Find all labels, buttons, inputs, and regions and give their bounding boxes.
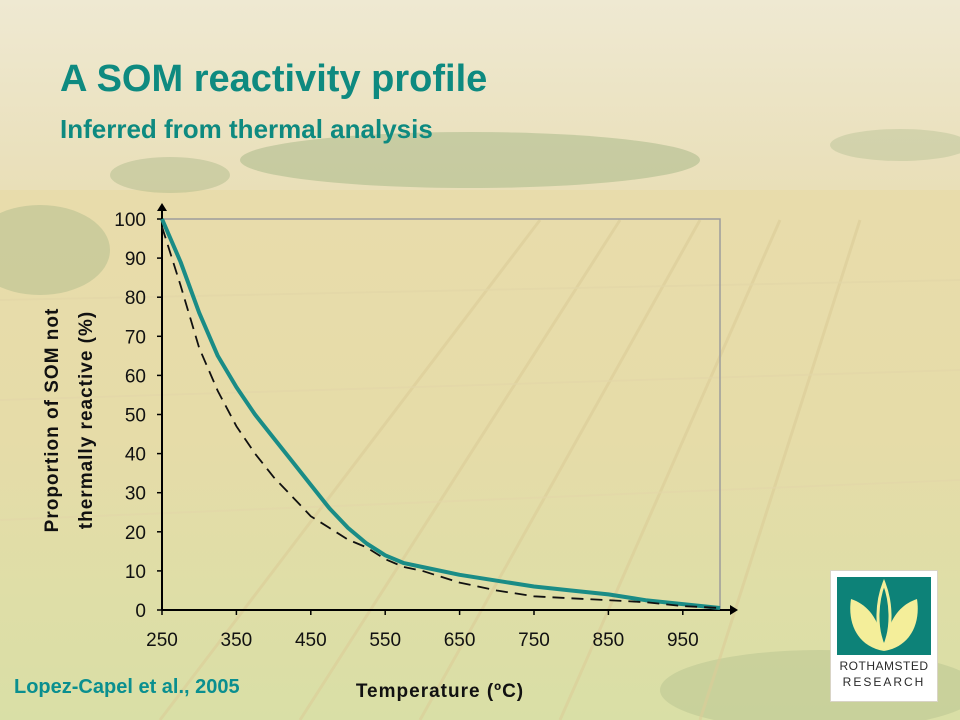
x-tick-label: 450 — [295, 630, 327, 651]
y-tick-label: 10 — [125, 562, 146, 583]
x-tick-label: 650 — [444, 630, 476, 651]
y-tick-label: 80 — [125, 288, 146, 309]
y-tick-label: 90 — [125, 249, 146, 270]
logo-line1: ROTHAMSTED — [839, 659, 929, 673]
y-tick-label: 70 — [125, 327, 146, 348]
x-tick-label: 750 — [518, 630, 550, 651]
y-axis-label-line2: thermally reactive (%) — [76, 311, 97, 529]
rothamsted-logo: ROTHAMSTED RESEARCH — [830, 570, 938, 702]
x-tick-label: 350 — [221, 630, 253, 651]
y-tick-label: 20 — [125, 523, 146, 544]
slide-title: A SOM reactivity profile — [60, 58, 488, 100]
x-axis-label: Temperature (ºC) — [356, 681, 524, 702]
y-tick-label: 60 — [125, 366, 146, 387]
x-tick-label: 950 — [667, 630, 699, 651]
citation: Lopez-Capel et al., 2005 — [14, 676, 240, 698]
series-line-solid — [160, 218, 721, 610]
logo-line2: RESEARCH — [842, 675, 926, 689]
x-tick-label: 250 — [146, 630, 178, 651]
series-line-dashed — [161, 226, 721, 609]
y-axis-arrow-icon — [157, 203, 167, 211]
y-tick-label: 50 — [125, 406, 146, 427]
y-tick-label: 100 — [114, 210, 146, 231]
y-tick-label: 0 — [135, 601, 146, 622]
x-tick-label: 550 — [369, 630, 401, 651]
y-tick-label: 40 — [125, 445, 146, 466]
x-tick-label: 850 — [593, 630, 625, 651]
x-axis-arrow-icon — [730, 605, 738, 615]
slide-subtitle: Inferred from thermal analysis — [60, 114, 433, 144]
y-tick-label: 30 — [125, 484, 146, 505]
y-axis-label-line1: Proportion of SOM not — [42, 308, 63, 533]
rothamsted-leaf-logo-icon — [837, 577, 931, 655]
plot-area — [161, 218, 721, 611]
